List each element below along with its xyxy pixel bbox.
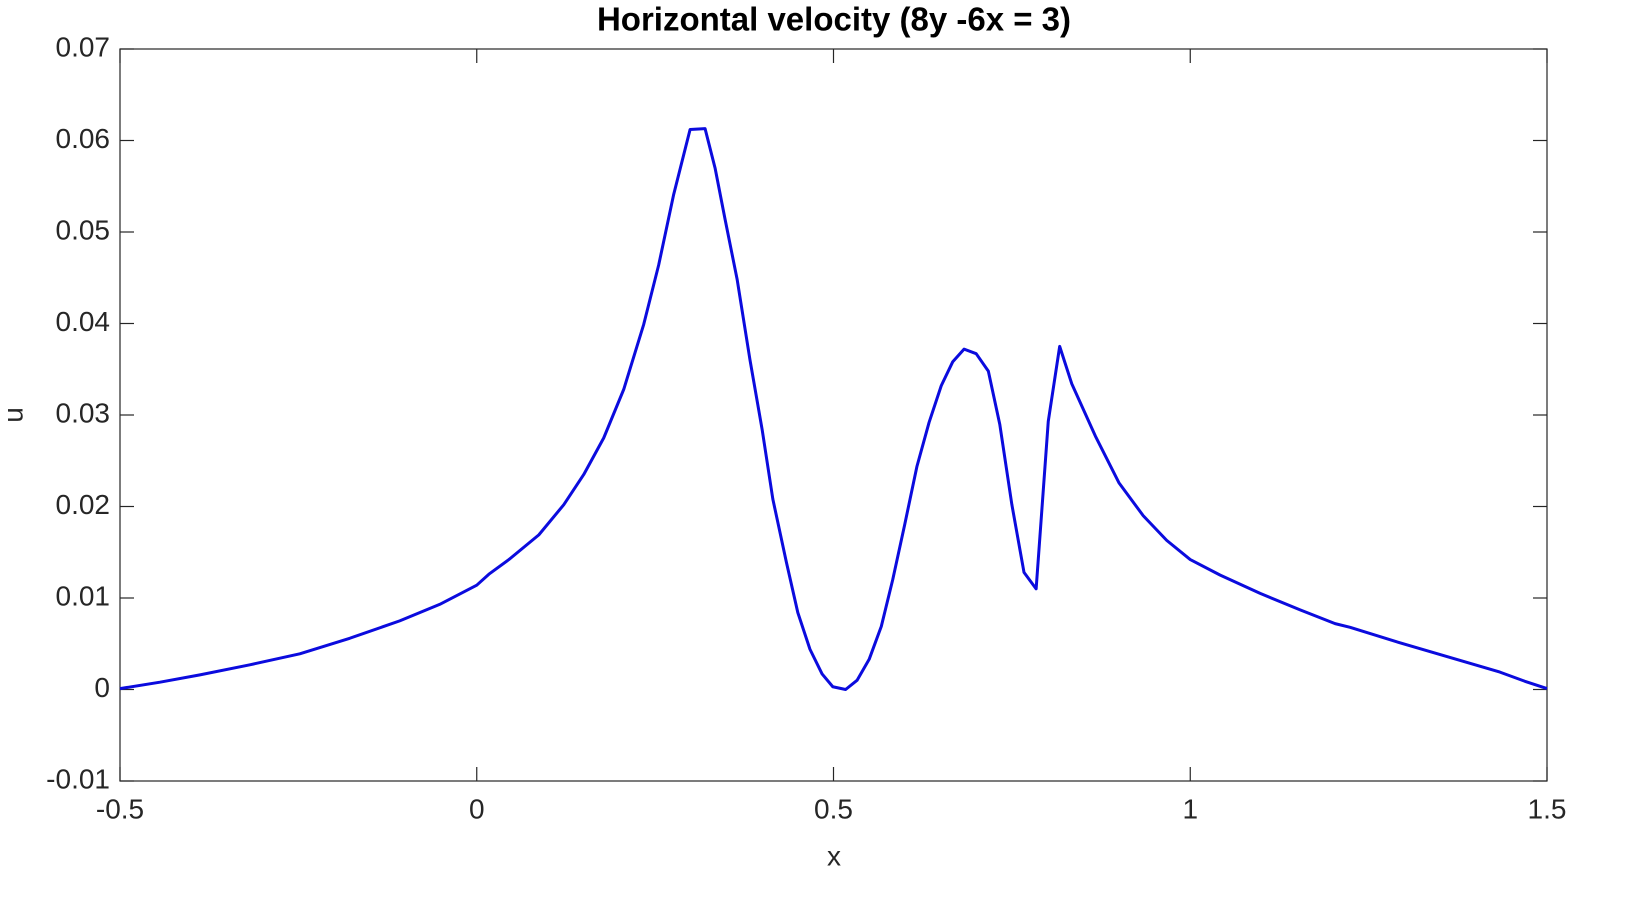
data-line	[119, 127, 1548, 691]
y-axis-label: u	[0, 407, 28, 423]
y-tick-label: 0.07	[56, 31, 111, 62]
x-tick-label: 0	[469, 793, 485, 824]
x-axis-label: x	[827, 840, 841, 871]
y-tick-label: 0.02	[56, 489, 111, 520]
y-tick-label: 0.06	[56, 123, 111, 154]
y-tick-label: 0.03	[56, 397, 111, 428]
plot-frame	[119, 48, 1548, 782]
x-tick-label: -0.5	[96, 793, 144, 824]
y-tick-label: 0.01	[56, 580, 111, 611]
x-tick-label: 0.5	[814, 793, 853, 824]
y-tick-label: -0.01	[46, 763, 110, 794]
y-tick-label: 0	[94, 672, 110, 703]
chart-title: Horizontal velocity (8y -6x = 3)	[597, 1, 1071, 38]
x-tick-label: 1	[1182, 793, 1198, 824]
x-tick-label: 1.5	[1528, 793, 1567, 824]
y-tick-label: 0.05	[56, 214, 111, 245]
y-tick-label: 0.04	[56, 306, 111, 337]
